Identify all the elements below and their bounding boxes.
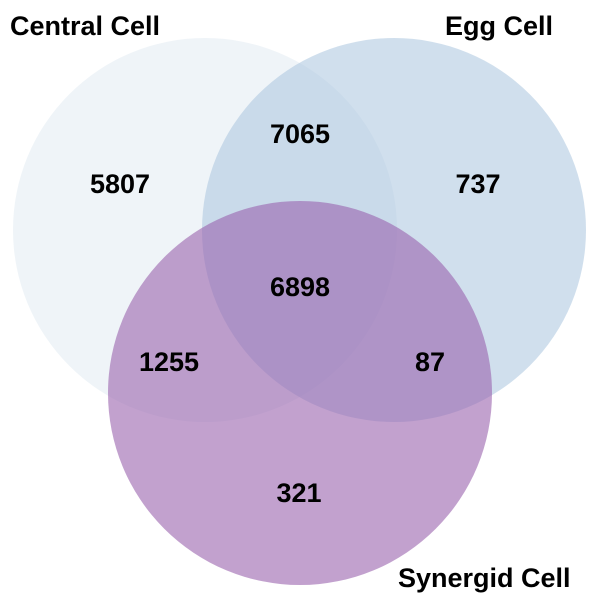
all-three-count: 6898 [270,272,330,302]
synergid-cell-circle [108,201,492,585]
central-synergid-count: 1255 [139,347,199,377]
central-only-count: 5807 [90,169,150,199]
egg-synergid-count: 87 [415,347,445,377]
egg-only-count: 737 [455,169,500,199]
synergid-cell-label: Synergid Cell [398,563,571,593]
egg-cell-label: Egg Cell [445,11,553,41]
central-egg-count: 7065 [270,119,330,149]
central-cell-label: Central Cell [10,11,160,41]
synergid-only-count: 321 [276,478,321,508]
